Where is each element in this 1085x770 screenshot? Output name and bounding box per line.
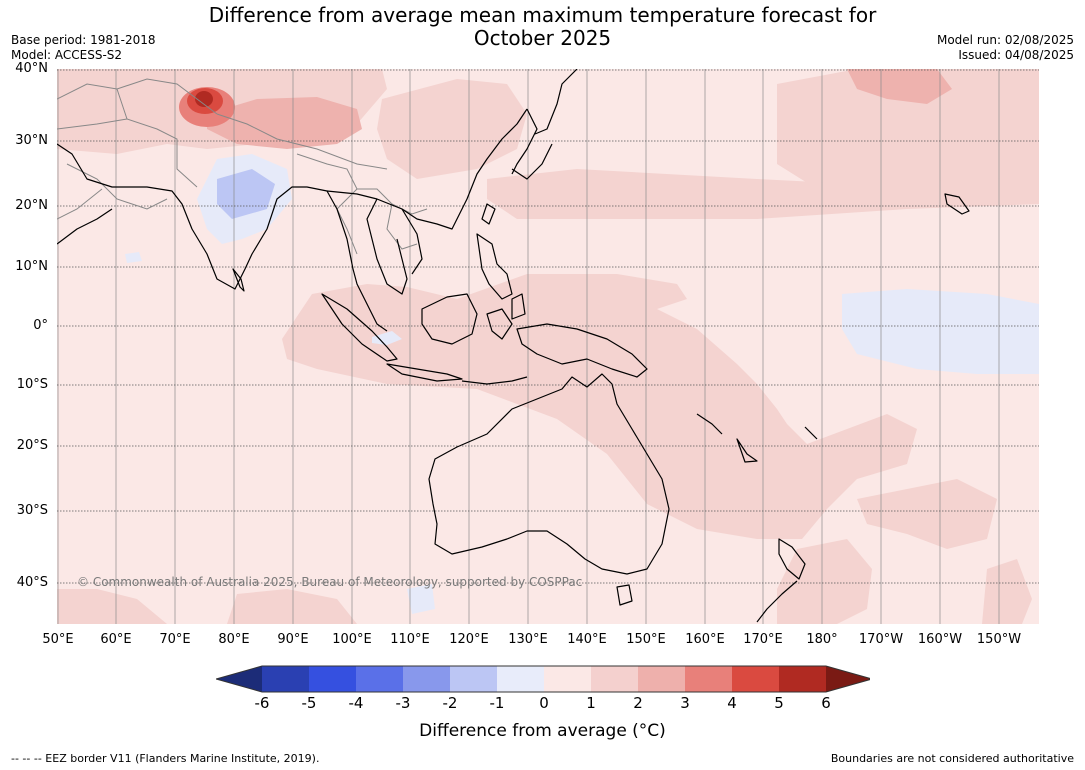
lon-label: 100°E — [332, 632, 372, 647]
colorbar-tick-label: 2 — [633, 694, 643, 712]
coastlines — [57, 69, 970, 623]
colorbar-swatch — [497, 666, 544, 692]
model-run: Model run: 02/08/2025 — [936, 33, 1074, 47]
colorbar-tick-label: 5 — [774, 694, 784, 712]
map-graphic — [57, 69, 1039, 624]
colorbar-swatch — [732, 666, 779, 692]
lon-label: 180° — [806, 632, 838, 647]
title-line-1: Difference from average mean maximum tem… — [208, 3, 877, 27]
lon-label: 140°E — [567, 632, 607, 647]
lon-label: 70°E — [159, 632, 191, 647]
country-borders — [57, 78, 428, 255]
anomaly-5-6-region — [195, 91, 213, 107]
colorbar-swatch — [591, 666, 638, 692]
eez-note: -- -- -- EEZ border V11 (Flanders Marine… — [11, 752, 320, 765]
lon-label: 50°E — [42, 632, 74, 647]
lat-label: 10°N — [15, 259, 48, 274]
lon-label: 170°W — [858, 632, 904, 647]
colorbar-swatch — [309, 666, 356, 692]
anomaly-1-2-regions — [57, 69, 1039, 624]
colorbar-swatch — [262, 666, 309, 692]
colorbar-tick-label: 1 — [586, 694, 596, 712]
lat-label: 30°S — [16, 503, 48, 518]
colorbar-tick-label: -6 — [254, 694, 270, 712]
colorbar-label: Difference from average (°C) — [419, 721, 666, 741]
map-title: Difference from average mean maximum tem… — [0, 4, 1085, 50]
copyright-notice: © Commonwealth of Australia 2025, Bureau… — [77, 575, 583, 589]
lon-label: 160°E — [685, 632, 725, 647]
issued-date: Issued: 04/08/2025 — [958, 48, 1074, 62]
colorbar-swatch — [403, 666, 450, 692]
colorbar-tick-label: 4 — [727, 694, 737, 712]
colorbar-extend-high — [826, 666, 870, 692]
meta-right: Model run: 02/08/2025 Issued: 04/08/2025 — [937, 33, 1074, 63]
lon-label: 60°E — [100, 632, 132, 647]
lon-label: 160°W — [917, 632, 963, 647]
model-name: Model: ACCESS-S2 — [11, 48, 123, 62]
colorbar-tick-label: 6 — [821, 694, 831, 712]
colorbar-tick-label: -4 — [348, 694, 364, 712]
colorbar-swatch — [450, 666, 497, 692]
colorbar-tick-label: 3 — [680, 694, 690, 712]
anomaly-minus-2-minus-1-region — [217, 169, 275, 219]
lon-label: 90°E — [277, 632, 309, 647]
lat-label: 40°S — [16, 575, 48, 590]
lon-label: 150°E — [626, 632, 666, 647]
title-line-2: October 2025 — [473, 26, 612, 50]
meta-left: Base period: 1981-2018 Model: ACCESS-S2 — [11, 33, 156, 63]
colorbar-tick-label: -3 — [395, 694, 411, 712]
lon-label: 80°E — [218, 632, 250, 647]
boundaries-disclaimer: Boundaries are not considered authoritat… — [830, 752, 1074, 765]
lat-label: 0° — [33, 318, 48, 333]
anomaly-2-3-regions — [207, 69, 952, 149]
colorbar-extend-low — [216, 666, 262, 692]
lat-label: 30°N — [15, 133, 48, 148]
anomaly-minus-1-0-regions — [125, 154, 1039, 614]
forecast-map — [57, 69, 1039, 624]
lon-label: 130°E — [508, 632, 548, 647]
colorbar-swatch — [544, 666, 591, 692]
lon-label: 120°E — [449, 632, 489, 647]
lon-label: 150°W — [976, 632, 1022, 647]
colorbar-swatch — [638, 666, 685, 692]
lat-label: 20°S — [16, 438, 48, 453]
colorbar — [216, 665, 870, 693]
lon-label: 170°E — [743, 632, 783, 647]
lat-label: 10°S — [16, 377, 48, 392]
lon-label: 110°E — [390, 632, 430, 647]
colorbar-swatch — [356, 666, 403, 692]
colorbar-tick-label: 0 — [539, 694, 549, 712]
colorbar-tick-label: -5 — [301, 694, 317, 712]
meridians — [57, 69, 1000, 624]
lat-label: 40°N — [15, 61, 48, 76]
lat-label: 20°N — [15, 198, 48, 213]
colorbar-tick-label: -2 — [442, 694, 458, 712]
colorbar-swatch — [779, 666, 826, 692]
colorbar-tick-label: -1 — [489, 694, 505, 712]
base-period: Base period: 1981-2018 — [11, 33, 156, 47]
colorbar-swatch — [685, 666, 732, 692]
